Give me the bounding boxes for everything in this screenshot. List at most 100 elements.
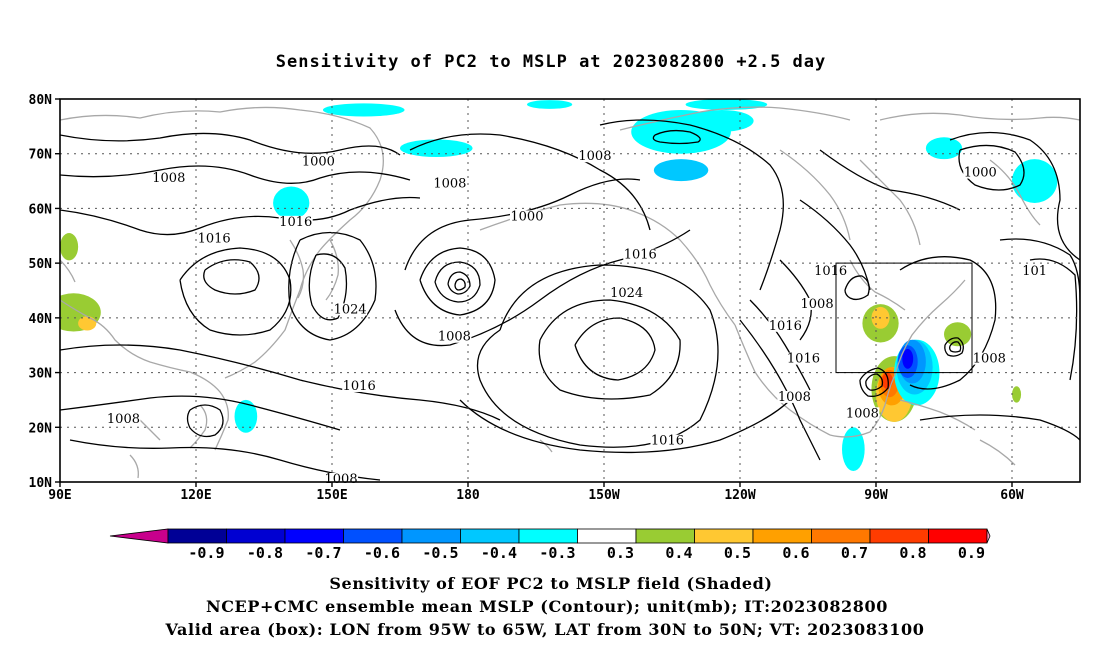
contour-label-0: 1000 (302, 155, 335, 170)
shaded-patch-14 (78, 316, 97, 331)
colorbar-swatch-4 (401, 528, 461, 544)
lat-tick-label-2: 60N (29, 202, 53, 217)
caption-line-1: Sensitivity of EOF PC2 to MSLP field (Sh… (329, 574, 772, 593)
contour-label-20: 1008 (325, 472, 358, 487)
contour-label-21: 1008 (973, 352, 1006, 367)
coastlines (60, 106, 1080, 479)
contour-labels: 1000 1008 1016 1016 1008 1008 1000 1016 1024 1024… (106, 149, 1048, 487)
shaded-patch-8 (273, 186, 310, 220)
contour-label-bg-23 (1021, 265, 1048, 278)
contour-label-bg-14 (813, 265, 848, 278)
caption-line-2: NCEP+CMC ensemble mean MSLP (Contour); u… (206, 597, 888, 616)
contour-label-4: 1008 (433, 177, 466, 192)
map-area: 1000 1008 1016 1016 1008 1008 1000 1016 1024 1024… (29, 93, 1081, 503)
lat-tick-label-0: 80N (29, 93, 53, 108)
colorbar-label-0: -0.9 (188, 544, 224, 562)
colorbar-swatch-6 (518, 528, 578, 544)
figure-title: Sensitivity of PC2 to MSLP at 2023082800… (276, 52, 827, 72)
shaded-patch-28 (1012, 386, 1022, 403)
latitude-ticks: 80N 70N 60N 50N 40N 30N 20N 10N (29, 93, 60, 491)
lat-tick-label-3: 50N (29, 257, 53, 272)
colorbar-label-10: 0.6 (782, 544, 809, 562)
contour-label-8: 1024 (334, 302, 367, 317)
contour-label-15: 1016 (787, 352, 820, 367)
colorbar-swatch-2 (284, 528, 344, 544)
contour-label-bg-11 (342, 379, 377, 392)
lon-tick-label-2: 150E (316, 488, 347, 503)
shaded-patch-3 (653, 159, 709, 182)
lon-tick-label-7: 60W (1000, 488, 1024, 503)
map-frame (59, 98, 1081, 483)
colorbar-label-3: -0.6 (364, 544, 400, 562)
contour-label-13: 1008 (801, 297, 834, 312)
mslp-contours (60, 119, 1080, 481)
colorbar-label-7: 0.3 (607, 544, 634, 562)
contour-label-14: 1016 (814, 264, 847, 279)
contour-label-bg-17 (845, 407, 880, 420)
colorbar: -0.9 -0.8 -0.7 -0.6 -0.5 -0.4 -0.3 0.3 0.4 0.5 0.6… (109, 528, 991, 562)
lat-lon-grid (60, 99, 1080, 482)
contour-label-bg-6 (509, 210, 544, 223)
shaded-patch-26 (902, 349, 914, 369)
contour-label-bg-5 (577, 150, 612, 163)
shaded-patch-7 (1011, 159, 1058, 203)
colorbar-high-extend (986, 528, 991, 544)
shaded-patch-12 (60, 233, 79, 261)
contour-label-bg-18 (650, 434, 685, 447)
colorbar-swatch-3 (343, 528, 403, 544)
colorbar-swatch-0 (167, 528, 227, 544)
contour-label-bg-22 (963, 166, 998, 179)
colorbar-label-4: -0.5 (422, 544, 458, 562)
map-frame-bg (60, 99, 1080, 482)
caption-line-3: Valid area (box): LON from 95W to 65W, L… (165, 620, 925, 639)
contour-label-bg-21 (972, 352, 1007, 365)
contour-label-16: 1008 (778, 390, 811, 405)
colorbar-label-6: -0.3 (539, 544, 575, 562)
lon-tick-label-3: 180 (456, 488, 480, 503)
contour-label-9: 1024 (610, 286, 643, 301)
shaded-patch-6 (925, 137, 963, 160)
colorbar-label-5: -0.4 (481, 544, 517, 562)
contour-label-18: 1016 (651, 434, 684, 449)
contour-label-1: 1008 (152, 171, 185, 186)
shaded-patch-1 (400, 139, 473, 157)
colorbar-swatch-7 (577, 528, 637, 544)
colorbar-label-11: 0.7 (841, 544, 868, 562)
contour-label-bg-16 (777, 390, 812, 403)
contour-label-6: 1000 (510, 209, 543, 224)
contour-label-bg-10 (437, 330, 472, 343)
contour-label-11: 1016 (343, 379, 376, 394)
lon-tick-label-4: 150W (588, 488, 619, 503)
colorbar-swatch-5 (460, 528, 520, 544)
colorbar-low-extend (109, 528, 169, 544)
contour-label-2: 1016 (279, 215, 312, 230)
contour-label-bg-8 (333, 303, 368, 316)
colorbar-label-8: 0.4 (665, 544, 692, 562)
contour-label-bg-19 (106, 412, 141, 425)
lon-tick-label-1: 120E (180, 488, 211, 503)
lat-tick-label-4: 40N (29, 312, 53, 327)
contour-label-19: 1008 (107, 412, 140, 427)
colorbar-swatch-13 (928, 528, 988, 544)
contour-label-bg-4 (432, 177, 467, 190)
shaded-patch-0 (322, 103, 405, 117)
contour-label-bg-3 (197, 232, 232, 245)
contour-label-5: 1008 (578, 149, 611, 164)
shaded-patch-4 (690, 109, 754, 132)
lon-tick-label-5: 120W (724, 488, 755, 503)
colorbar-label-13: 0.9 (958, 544, 985, 562)
contour-label-23: 101 (1022, 264, 1047, 279)
valid-area-box (835, 262, 973, 374)
contour-label-bg-7 (623, 248, 658, 261)
contour-label-10: 1008 (438, 330, 471, 345)
shaded-patch-9 (234, 399, 258, 433)
colorbar-swatch-8 (635, 528, 695, 544)
contour-label-bg-0 (301, 155, 336, 168)
colorbar-label-12: 0.8 (899, 544, 926, 562)
colorbar-swatch-10 (752, 528, 812, 544)
shaded-patch-27 (944, 322, 972, 347)
colorbar-swatch-9 (694, 528, 754, 544)
contour-label-22: 1000 (964, 166, 997, 181)
shaded-patch-11 (526, 100, 573, 109)
